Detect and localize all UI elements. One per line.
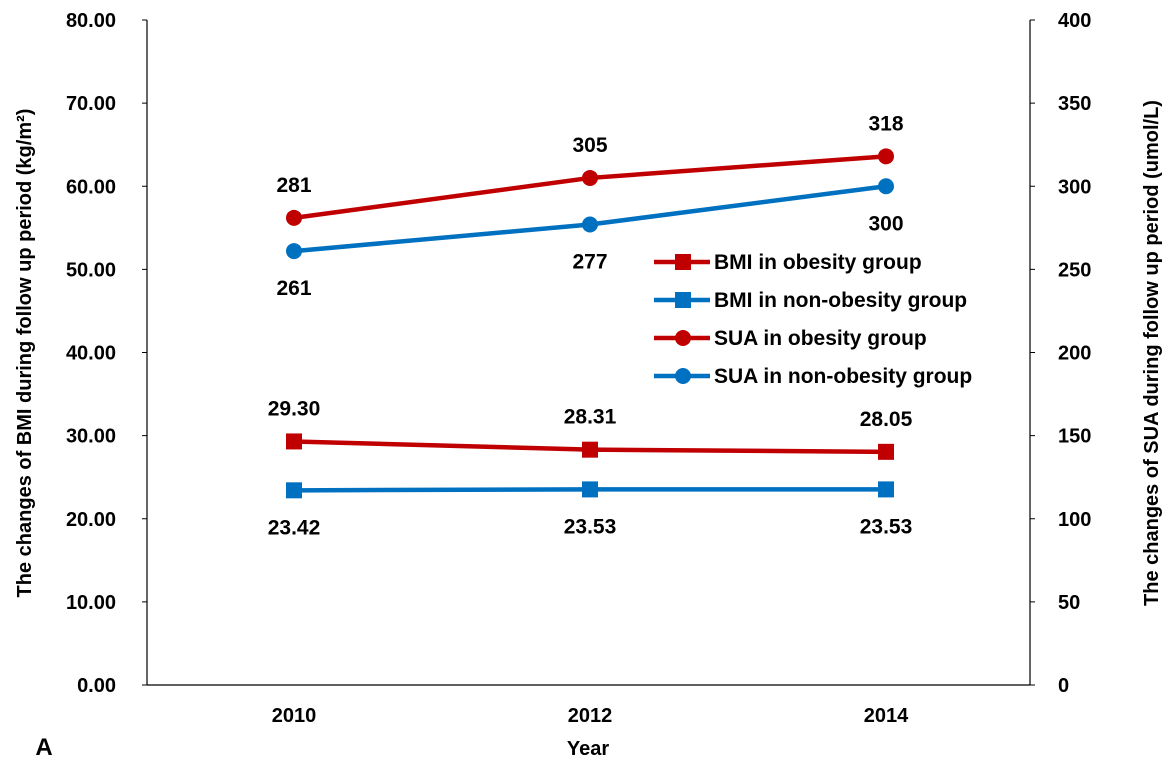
y-tick-label-left: 50.00 (66, 259, 116, 281)
data-point-sua-in-obesity-group (582, 169, 598, 186)
data-point-bmi-in-non-obesity-group (878, 481, 894, 498)
y-tick-label-right: 100 (1058, 509, 1091, 531)
data-label-bmi-in-non-obesity-group: 23.53 (860, 515, 913, 538)
y-tick-label-left: 10.00 (66, 592, 116, 614)
data-point-sua-in-obesity-group (286, 209, 302, 226)
data-label-sua-in-obesity-group: 281 (276, 174, 311, 197)
series-layer (286, 148, 894, 499)
data-label-bmi-in-non-obesity-group: 23.53 (564, 515, 617, 538)
data-label-bmi-in-obesity-group: 29.30 (268, 397, 321, 420)
legend-marker-sua-in-obesity-group (675, 330, 691, 346)
y-tick-label-left: 30.00 (66, 426, 116, 448)
data-point-bmi-in-obesity-group (878, 443, 894, 460)
y-tick-label-right: 0 (1058, 675, 1069, 697)
y-tick-label-left: 0.00 (77, 675, 116, 697)
y-tick-label-right: 150 (1058, 426, 1091, 448)
y-axis-title-right: The changes of SUA during follow up peri… (1141, 100, 1163, 606)
y-tick-label-right: 400 (1058, 10, 1091, 32)
y-tick-label-right: 250 (1058, 259, 1091, 281)
x-tick-label: 2010 (272, 705, 317, 727)
data-label-sua-in-non-obesity-group: 300 (868, 212, 903, 235)
data-point-sua-in-obesity-group (878, 148, 894, 165)
x-axis-title: Year (567, 738, 609, 760)
data-point-sua-in-non-obesity-group (582, 216, 598, 233)
y-axis-title-left: The changes of BMI during follow up peri… (14, 109, 36, 598)
legend-marker-bmi-in-non-obesity-group (675, 292, 691, 308)
data-point-bmi-in-non-obesity-group (582, 481, 598, 498)
legend: BMI in obesity group BMI in non-obesity g… (654, 251, 972, 388)
data-point-bmi-in-non-obesity-group (286, 482, 302, 499)
legend-marker-bmi-in-obesity-group (675, 254, 691, 270)
y-tick-label-left: 80.00 (66, 10, 116, 32)
x-tick-label: 2014 (864, 705, 909, 727)
panel-label: A (35, 734, 52, 761)
data-label-sua-in-non-obesity-group: 277 (572, 250, 607, 273)
data-point-sua-in-non-obesity-group (286, 243, 302, 260)
legend-label-sua-in-obesity-group: SUA in obesity group (714, 327, 927, 350)
y-tick-label-left: 40.00 (66, 343, 116, 365)
y-tick-label-right: 350 (1058, 93, 1091, 115)
legend-label-bmi-in-obesity-group: BMI in obesity group (714, 251, 922, 274)
data-label-bmi-in-obesity-group: 28.31 (564, 406, 617, 429)
data-point-sua-in-non-obesity-group (878, 178, 894, 195)
axes: 0.00 10.00 20.00 30.00 40.00 50.00 60.00 70.00 8… (66, 10, 1091, 727)
y-tick-label-left: 20.00 (66, 509, 116, 531)
data-point-bmi-in-obesity-group (582, 441, 598, 458)
data-point-bmi-in-obesity-group (286, 433, 302, 450)
data-label-sua-in-non-obesity-group: 261 (276, 277, 311, 300)
series-line-sua-in-obesity-group (293, 154, 887, 221)
legend-marker-sua-in-non-obesity-group (675, 368, 691, 384)
y-tick-label-right: 200 (1058, 343, 1091, 365)
data-label-bmi-in-obesity-group: 28.05 (860, 408, 913, 431)
data-label-sua-in-obesity-group: 305 (572, 134, 607, 157)
y-tick-label-left: 70.00 (66, 93, 116, 115)
data-labels: 29.30 28.31 28.05 23.42 23.53 23.53 281 305 318 2… (268, 112, 913, 539)
legend-label-bmi-in-non-obesity-group: BMI in non-obesity group (714, 289, 967, 312)
y-tick-label-right: 300 (1058, 176, 1091, 198)
data-label-sua-in-obesity-group: 318 (868, 112, 903, 135)
data-label-bmi-in-non-obesity-group: 23.42 (268, 516, 321, 539)
y-tick-label-left: 60.00 (66, 176, 116, 198)
y-tick-label-right: 50 (1058, 592, 1080, 614)
legend-label-sua-in-non-obesity-group: SUA in non-obesity group (714, 365, 972, 388)
x-tick-label: 2012 (568, 705, 613, 727)
